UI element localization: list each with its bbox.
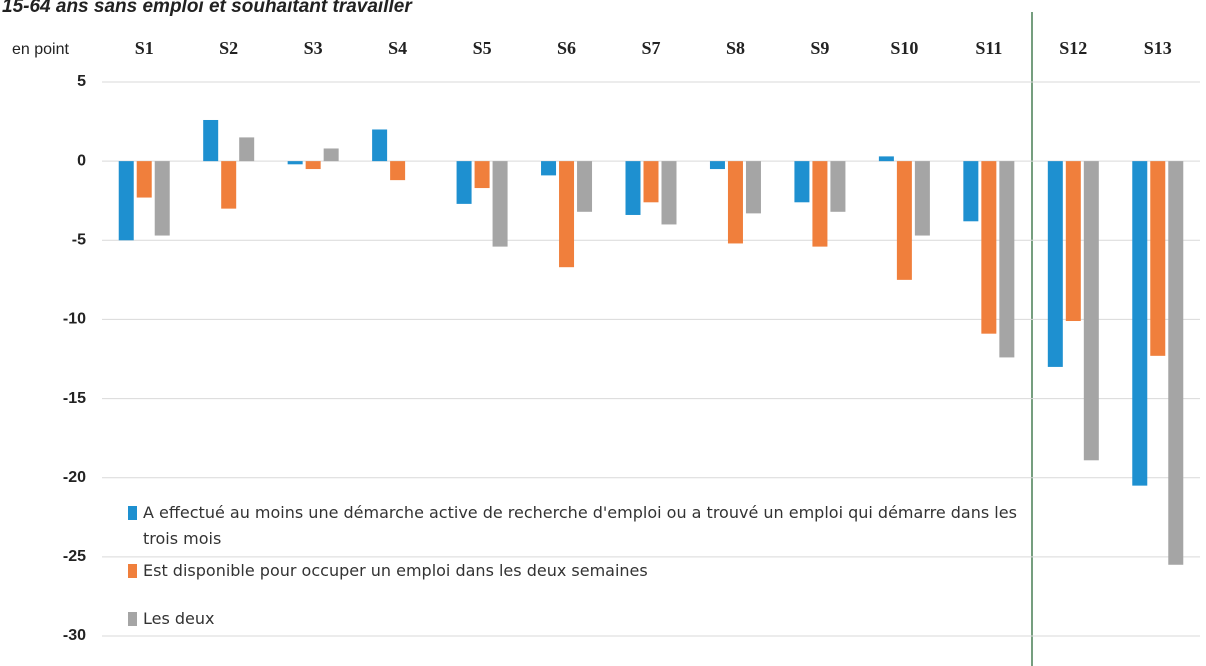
bar	[1065, 161, 1081, 322]
legend-item: Les deux	[128, 606, 1048, 632]
x-tick-label: S3	[304, 38, 323, 58]
x-tick-label: S8	[726, 38, 745, 58]
x-tick-label: S6	[557, 38, 576, 58]
bar	[221, 161, 237, 209]
x-tick-label: S7	[641, 38, 660, 58]
bar	[878, 156, 894, 162]
bar	[239, 137, 255, 162]
bar	[305, 161, 321, 170]
x-tick-label: S13	[1144, 38, 1172, 58]
x-tick-label: S9	[810, 38, 829, 58]
y-axis-label: en point	[12, 41, 69, 58]
bar	[999, 161, 1015, 358]
bar	[1083, 161, 1099, 461]
bar	[896, 161, 912, 280]
y-tick-label: -20	[63, 469, 86, 486]
x-tick-label: S1	[135, 38, 154, 58]
bar	[474, 161, 490, 189]
legend-box: A effectué au moins une démarche active …	[128, 500, 1048, 632]
legend-item: Est disponible pour occuper un emploi da…	[128, 558, 1048, 584]
chart-title: 15-64 ans sans emploi et souhaitant trav…	[2, 0, 413, 17]
bar	[661, 161, 677, 225]
y-tick-label: -30	[63, 627, 86, 644]
bar	[118, 161, 134, 241]
bar	[794, 161, 810, 203]
bar	[203, 119, 219, 162]
bar	[136, 161, 152, 198]
bar	[323, 148, 339, 162]
y-tick-label: 5	[77, 73, 86, 90]
bar	[390, 161, 406, 181]
legend: A effectué au moins une démarche active …	[128, 500, 1048, 632]
bar	[541, 161, 557, 176]
bar	[577, 161, 593, 212]
bar	[492, 161, 508, 247]
legend-label: Est disponible pour occuper un emploi da…	[143, 561, 648, 580]
bar	[287, 161, 303, 165]
bar	[1168, 161, 1184, 565]
legend-item: A effectué au moins une démarche active …	[128, 500, 1048, 552]
bar	[745, 161, 761, 214]
bar	[830, 161, 846, 212]
x-tick-label: S2	[219, 38, 238, 58]
bar	[372, 129, 388, 162]
bar	[963, 161, 979, 222]
x-tick-label: S12	[1059, 38, 1087, 58]
y-tick-label: -10	[63, 311, 86, 328]
bar	[1150, 161, 1166, 356]
bar	[1047, 161, 1063, 367]
y-tick-label: 0	[77, 152, 86, 169]
legend-swatch	[128, 564, 137, 578]
bar	[1132, 161, 1148, 486]
x-tick-label: S4	[388, 38, 407, 58]
x-tick-label: S11	[975, 38, 1002, 58]
y-tick-label: -25	[63, 548, 86, 565]
y-tick-label: -5	[72, 232, 86, 249]
bar	[914, 161, 930, 236]
legend-label: Les deux	[143, 609, 215, 628]
bar	[154, 161, 170, 236]
x-tick-label: S5	[473, 38, 492, 58]
bar	[727, 161, 743, 244]
x-tick-label: S10	[890, 38, 918, 58]
bar	[812, 161, 828, 247]
bar	[625, 161, 641, 215]
grid	[102, 81, 1200, 637]
bar	[981, 161, 997, 334]
legend-swatch	[128, 612, 137, 626]
legend-label: A effectué au moins une démarche active …	[143, 503, 1017, 548]
bar	[456, 161, 472, 204]
y-tick-label: -15	[63, 390, 86, 407]
bar	[643, 161, 659, 203]
bar	[559, 161, 575, 268]
legend-swatch	[128, 506, 137, 520]
bar	[709, 161, 725, 170]
